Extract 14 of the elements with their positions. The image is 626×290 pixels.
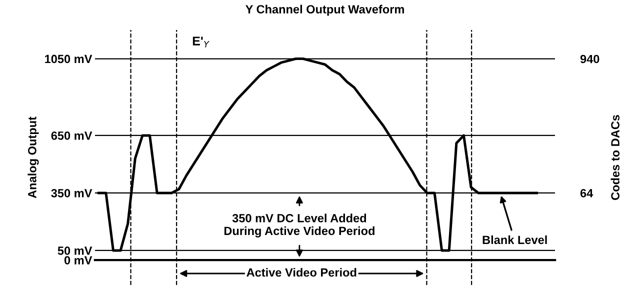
chart-title: Y Channel Output Waveform [246, 4, 404, 16]
annotation: Active Video Period [246, 268, 356, 277]
annotation: E'$_{Y}$ [192, 36, 210, 48]
y2-axis-title: Codes to DACs [610, 115, 620, 200]
y2-tick-label: 940 [580, 54, 600, 64]
annotation: 350 mV DC Level Added During Active Video Period [224, 214, 374, 238]
y-tick-label: 50 mV [58, 246, 92, 255]
y-tick-label: 350 mV [51, 189, 92, 198]
y-tick-label: 650 mV [51, 131, 92, 140]
y2-tick-label: 64 [580, 188, 594, 198]
y-axis-title: Analog Output [28, 116, 39, 198]
annotation: Blank Level [482, 235, 547, 244]
y-tick-label: 1050 mV [45, 54, 92, 64]
y-tick-label: 0 mV [64, 256, 92, 264]
